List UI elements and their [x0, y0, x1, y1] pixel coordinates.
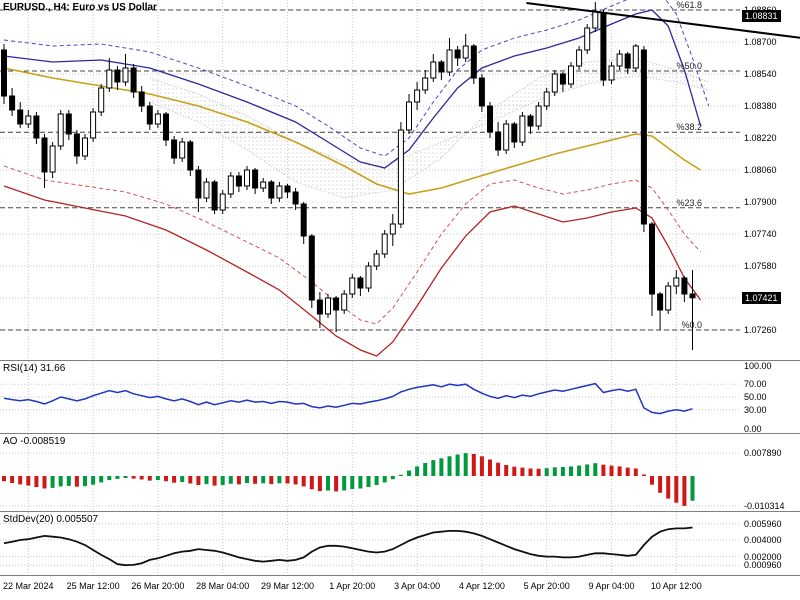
rsi-label: RSI(14) 31.66 [3, 363, 65, 374]
cloud-span-b [149, 75, 709, 163]
time-label: 10 Apr 12:00 [650, 581, 702, 591]
fib-label: %61.8 [676, 0, 702, 10]
cloud-span-a [149, 57, 709, 199]
rsi-axis-label: 50.00 [744, 392, 767, 402]
price-axis-label: 1.07260 [744, 325, 777, 335]
price-axis-label: 1.08060 [744, 165, 777, 175]
price-axis-label: 1.08700 [744, 37, 777, 47]
fib-label: %23.6 [676, 198, 702, 208]
price-marker: 1.07421 [742, 291, 781, 304]
upper-band-dashed [3, 0, 710, 157]
rsi-axis-label: 70.00 [744, 379, 767, 390]
fib-label: %50.0 [676, 61, 702, 71]
time-label: 1 Apr 20:00 [329, 581, 376, 591]
ao-name: AO [3, 436, 18, 447]
time-label: 28 Mar 04:00 [196, 581, 250, 591]
ichimoku-cloud [149, 58, 709, 198]
price-axis-label: 1.08220 [744, 133, 777, 143]
price-marker: 1.08831 [742, 9, 781, 22]
rsi-pane[interactable]: 100.00 70.00 50.00 30.00 0.00 RSI(14) 31.66 [0, 360, 800, 434]
stddev-pane[interactable]: 0.005960 0.004000 0.002000 0.000960 StdDev(… [0, 511, 800, 575]
time-label: 22 Mar 2024 [3, 581, 54, 591]
price-axis-label: 1.08540 [744, 69, 777, 79]
ao-axis: 0.007890 -0.010314 [0, 434, 800, 511]
awesome-oscillator-chart[interactable] [0, 434, 800, 511]
fib-label: %0.0 [681, 320, 702, 330]
price-axis-label: 1.08380 [744, 101, 777, 111]
price-axis-label: 1.07580 [744, 261, 777, 271]
slow-ma [3, 67, 702, 195]
time-label: 25 Mar 12:00 [66, 581, 120, 591]
ao-pane[interactable]: 0.007890 -0.010314 AO -0.008519 [0, 433, 800, 511]
stddev-axis-label: 0.000960 [744, 560, 782, 571]
price-axis[interactable]: 1.088601.087001.085401.083801.082201.080… [0, 0, 800, 360]
symbol-title: EURUSD., H4: Euro vs US Dollar [3, 2, 157, 13]
candles [1, 2, 696, 350]
v-gridlines [27, 434, 677, 511]
time-label: 29 Mar 12:00 [260, 581, 315, 591]
rsi-chart[interactable] [0, 361, 800, 433]
fib-label: %38.2 [676, 122, 702, 132]
price-axis-label: 1.07900 [744, 197, 777, 207]
ao-axis-label: 0.007890 [744, 448, 782, 459]
stddev-chart[interactable] [0, 512, 800, 575]
candlestick-chart[interactable]: %61.8 %50.0 %38.2 %23.6 %0.0 [0, 0, 800, 360]
stddev-line [3, 526, 693, 567]
time-label: 3 Apr 04:00 [394, 581, 441, 591]
stddev-axis-label: 0.002000 [744, 551, 782, 562]
ao-bars [2, 453, 695, 506]
time-label: 9 Apr 04:00 [588, 581, 635, 591]
ao-value: -0.008519 [20, 436, 66, 447]
lower-band-dashed [3, 165, 701, 325]
rsi-name: RSI(14) [3, 363, 38, 374]
time-label: 26 Mar 20:00 [131, 581, 185, 591]
ao-axis-label: -0.010314 [744, 500, 785, 511]
rsi-axis: 100.00 70.00 50.00 30.00 0.00 [0, 361, 800, 434]
time-axis[interactable]: 22 Mar 2024 25 Mar 12:00 26 Mar 20:00 28 Ma… [0, 575, 800, 600]
rsi-axis-label: 100.00 [744, 361, 772, 371]
ao-label: AO -0.008519 [3, 436, 65, 447]
stddev-label: StdDev(20) 0.005507 [3, 514, 98, 525]
stddev-name: StdDev(20) [3, 514, 54, 525]
stddev-axis: 0.005960 0.004000 0.002000 0.000960 [0, 512, 800, 575]
main-chart-pane[interactable]: 1.088601.087001.085401.083801.082201.080… [0, 0, 800, 360]
rsi-value: 31.66 [40, 363, 66, 374]
stddev-value: 0.005507 [56, 514, 99, 525]
trendline [526, 2, 800, 39]
stddev-axis-label: 0.004000 [744, 535, 782, 545]
stddev-axis-label: 0.005960 [744, 518, 782, 529]
price-axis-label: 1.07740 [744, 229, 777, 239]
rsi-axis-label: 0.00 [744, 424, 762, 434]
time-label: 5 Apr 20:00 [523, 581, 570, 591]
v-gridlines [27, 0, 677, 360]
rsi-line [3, 382, 693, 415]
upper-band [3, 9, 702, 169]
rsi-axis-label: 30.00 [744, 404, 767, 415]
time-label: 4 Apr 12:00 [458, 581, 505, 591]
lower-band [3, 185, 702, 357]
